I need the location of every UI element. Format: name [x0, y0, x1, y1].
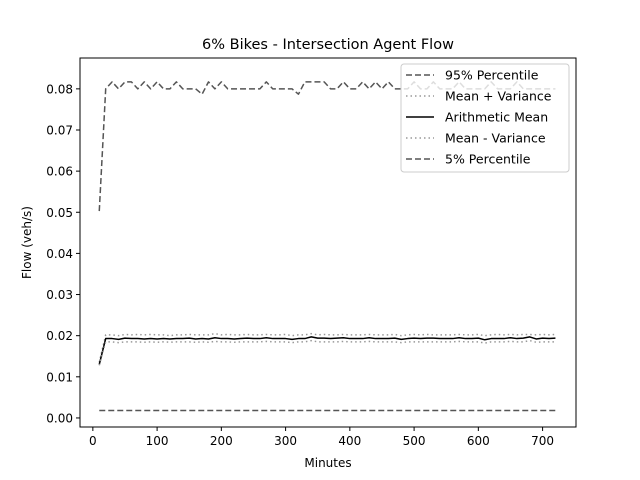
legend-label: Arithmetic Mean: [445, 110, 548, 125]
x-axis: 0 100 200 300 400 500 600 700: [89, 427, 554, 448]
x-tick-label: 100: [146, 434, 169, 448]
legend-label: 95% Percentile: [445, 68, 539, 83]
y-tick-label: 0.02: [46, 329, 73, 343]
y-tick-label: 0.07: [46, 123, 73, 137]
y-tick-label: 0.03: [46, 288, 73, 302]
y-tick-label: 0.00: [46, 411, 73, 425]
y-tick-label: 0.04: [46, 247, 73, 261]
x-tick-label: 200: [210, 434, 233, 448]
x-axis-label: Minutes: [304, 456, 351, 470]
legend-box: [400, 63, 570, 173]
x-tick-label: 300: [274, 434, 297, 448]
y-axis: 0.00 0.01 0.02 0.03 0.04 0.05 0.06 0.07 0.08: [46, 82, 80, 425]
y-tick-label: 0.01: [46, 370, 73, 384]
chart-title: 6% Bikes - Intersection Agent Flow: [202, 37, 454, 53]
plot-frame: [79, 57, 577, 428]
x-tick-label: 0: [89, 434, 97, 448]
legend: 95% Percentile Mean + Variance Arithmetic …: [400, 63, 570, 173]
y-tick-label: 0.08: [46, 82, 73, 96]
y-tick-label: 0.05: [46, 206, 73, 220]
legend-label: Mean - Variance: [445, 131, 546, 146]
y-tick-label: 0.06: [46, 165, 73, 179]
series-line-arithmetic-mean: [98, 336, 556, 365]
x-tick-label: 400: [338, 434, 361, 448]
legend-label: 5% Percentile: [445, 152, 531, 167]
x-tick-label: 600: [467, 434, 490, 448]
y-axis-label: Flow (veh/s): [20, 206, 34, 279]
x-tick-label: 500: [403, 434, 426, 448]
legend-items: 95% Percentile Mean + Variance Arithmetic …: [406, 68, 552, 167]
legend-label: Mean + Variance: [445, 89, 552, 104]
x-tick-label: 700: [531, 434, 554, 448]
